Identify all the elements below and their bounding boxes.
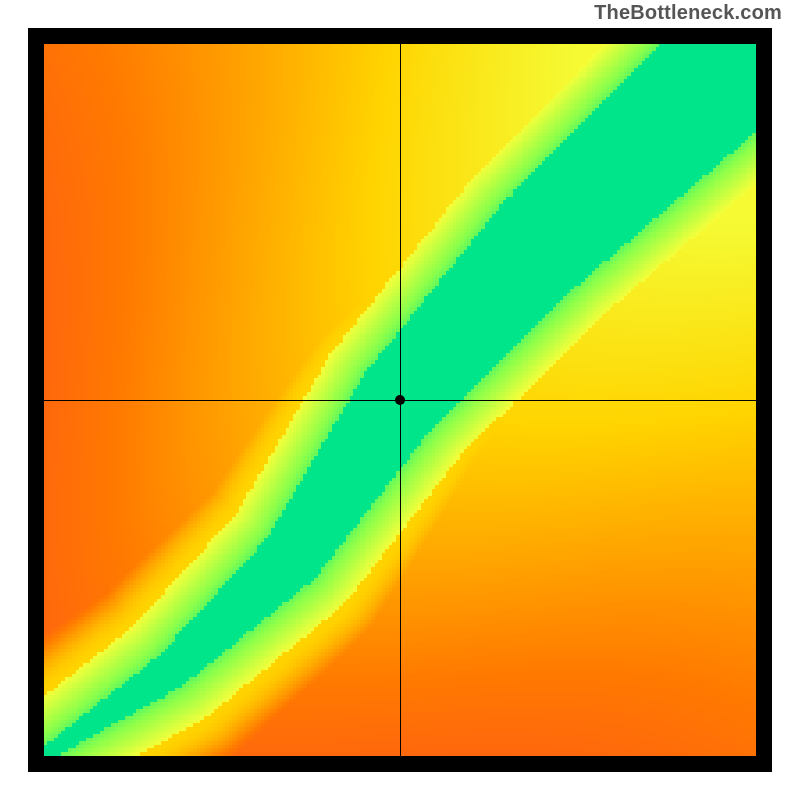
watermark-label: TheBottleneck.com xyxy=(594,2,782,25)
heatmap-canvas xyxy=(44,44,756,756)
chart-container: TheBottleneck.com xyxy=(0,0,800,800)
plot-frame xyxy=(28,28,772,772)
